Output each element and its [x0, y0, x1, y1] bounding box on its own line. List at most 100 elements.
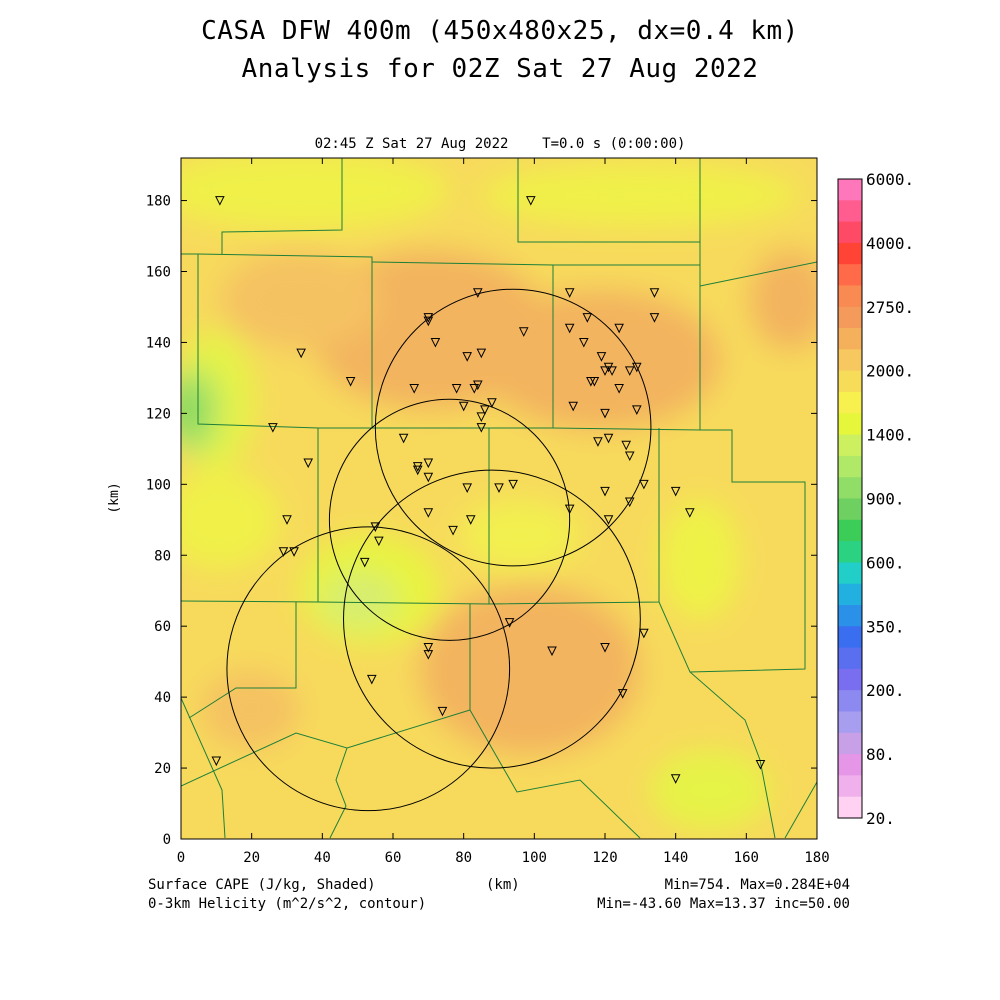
station-marker [518, 327, 529, 337]
station-marker [476, 412, 487, 423]
station-marker [564, 323, 575, 334]
station-marker [617, 689, 628, 699]
y-tick-label: 160 [146, 265, 171, 281]
station-markers [211, 196, 766, 784]
colorbar-swatch [838, 477, 862, 499]
station-marker [593, 437, 603, 447]
station-marker [278, 547, 289, 557]
footer-contour-label: 0-3km Helicity (m^2/s^2, contour) [148, 896, 427, 912]
colorbar-label: 600. [866, 553, 905, 572]
colorbar-swatch [838, 583, 862, 606]
station-marker [525, 196, 536, 206]
station-marker [282, 515, 292, 525]
x-tick-label: 80 [455, 850, 472, 866]
station-marker [508, 479, 518, 490]
station-marker [412, 462, 423, 472]
station-marker [600, 366, 610, 376]
x-tick-label: 140 [663, 850, 688, 866]
colorbar-swatch [838, 285, 862, 308]
colorbar-swatch [838, 754, 862, 776]
station-marker [423, 472, 434, 483]
station-marker [398, 433, 409, 444]
colorbar-swatch [838, 370, 862, 393]
colorbar-swatch [838, 392, 862, 414]
station-marker [624, 366, 635, 376]
station-marker [670, 774, 681, 784]
colorbar-label: 350. [866, 617, 905, 636]
station-marker [412, 465, 423, 476]
colorbar-swatch [838, 732, 862, 755]
cape-shading [181, 158, 817, 839]
station-marker [268, 423, 278, 433]
station-marker [476, 423, 487, 433]
x-axis: 0 20 40 60 80 100 120 140 160 180 [177, 158, 830, 866]
station-marker [614, 323, 624, 334]
station-marker [423, 508, 434, 518]
colorbar-swatch [838, 626, 862, 649]
x-tick-label: 180 [804, 850, 829, 866]
colorbar: 6000. 4000. 2750. 2000. 1400. 900. 600. 350. 200… [837, 170, 914, 828]
colorbar-label: 2000. [866, 362, 914, 381]
colorbar-swatch [838, 200, 862, 223]
chart-subtitle: Analysis for 02Z Sat 27 Aug 2022 [241, 54, 759, 84]
colorbar-swatch [838, 690, 862, 712]
station-marker [430, 337, 441, 348]
y-tick-label: 80 [154, 548, 171, 564]
station-marker [631, 405, 642, 415]
station-marker [211, 756, 222, 767]
y-tick-label: 0 [163, 832, 171, 848]
station-marker [504, 618, 515, 628]
station-marker [366, 674, 377, 685]
y-tick-label: 40 [154, 690, 171, 706]
station-marker [600, 486, 610, 497]
colorbar-swatch [838, 775, 862, 798]
station-marker [215, 196, 225, 206]
colorbar-swatch [838, 328, 862, 350]
footer-shading-label: Surface CAPE (J/kg, Shaded) [148, 877, 376, 893]
colorbar-swatch [838, 605, 862, 627]
helicity-contour [374, 288, 652, 567]
station-marker [423, 458, 434, 469]
station-marker [472, 288, 483, 298]
station-marker [462, 352, 473, 362]
colorbar-label: 20. [866, 809, 895, 828]
station-marker [469, 384, 480, 394]
colorbar-swatch [838, 519, 862, 542]
colorbar-swatch [838, 413, 862, 436]
station-marker [607, 366, 617, 376]
colorbar-swatch [838, 242, 862, 265]
colorbar-frame [837, 178, 863, 819]
station-marker [564, 288, 575, 298]
colorbar-swatch [838, 498, 862, 521]
x-tick-label: 120 [592, 850, 617, 866]
colorbar-swatch [838, 264, 862, 286]
station-marker [600, 408, 610, 419]
footer-contour-range: Min=-43.60 Max=13.37 inc=50.00 [597, 896, 850, 912]
station-marker [480, 405, 490, 415]
colorbar-label: 200. [866, 681, 905, 700]
station-marker [621, 440, 632, 451]
station-marker [359, 557, 370, 568]
station-marker [465, 515, 476, 525]
colorbar-swatch [838, 306, 862, 329]
station-marker [289, 547, 299, 557]
helicity-contour [328, 398, 571, 641]
station-marker [462, 483, 473, 493]
y-tick-label: 100 [146, 477, 171, 493]
station-marker [458, 401, 469, 412]
station-marker [451, 384, 462, 394]
colorbar-swatch [838, 434, 862, 457]
valid-time-label: 02:45 Z Sat 27 Aug 2022 T=0.0 s (0:00:00… [314, 136, 686, 152]
station-marker [487, 398, 497, 408]
station-marker [639, 479, 649, 490]
y-tick-label: 140 [146, 335, 171, 351]
y-tick-label: 120 [146, 406, 171, 422]
chart-title: CASA DFW 400m (450x480x25, dx=0.4 km) [201, 16, 799, 46]
colorbar-swatch [838, 541, 862, 563]
station-marker [600, 642, 610, 653]
station-marker [639, 628, 649, 639]
x-tick-label: 60 [385, 850, 402, 866]
x-tick-label: 0 [177, 850, 185, 866]
helicity-contours [226, 288, 652, 812]
